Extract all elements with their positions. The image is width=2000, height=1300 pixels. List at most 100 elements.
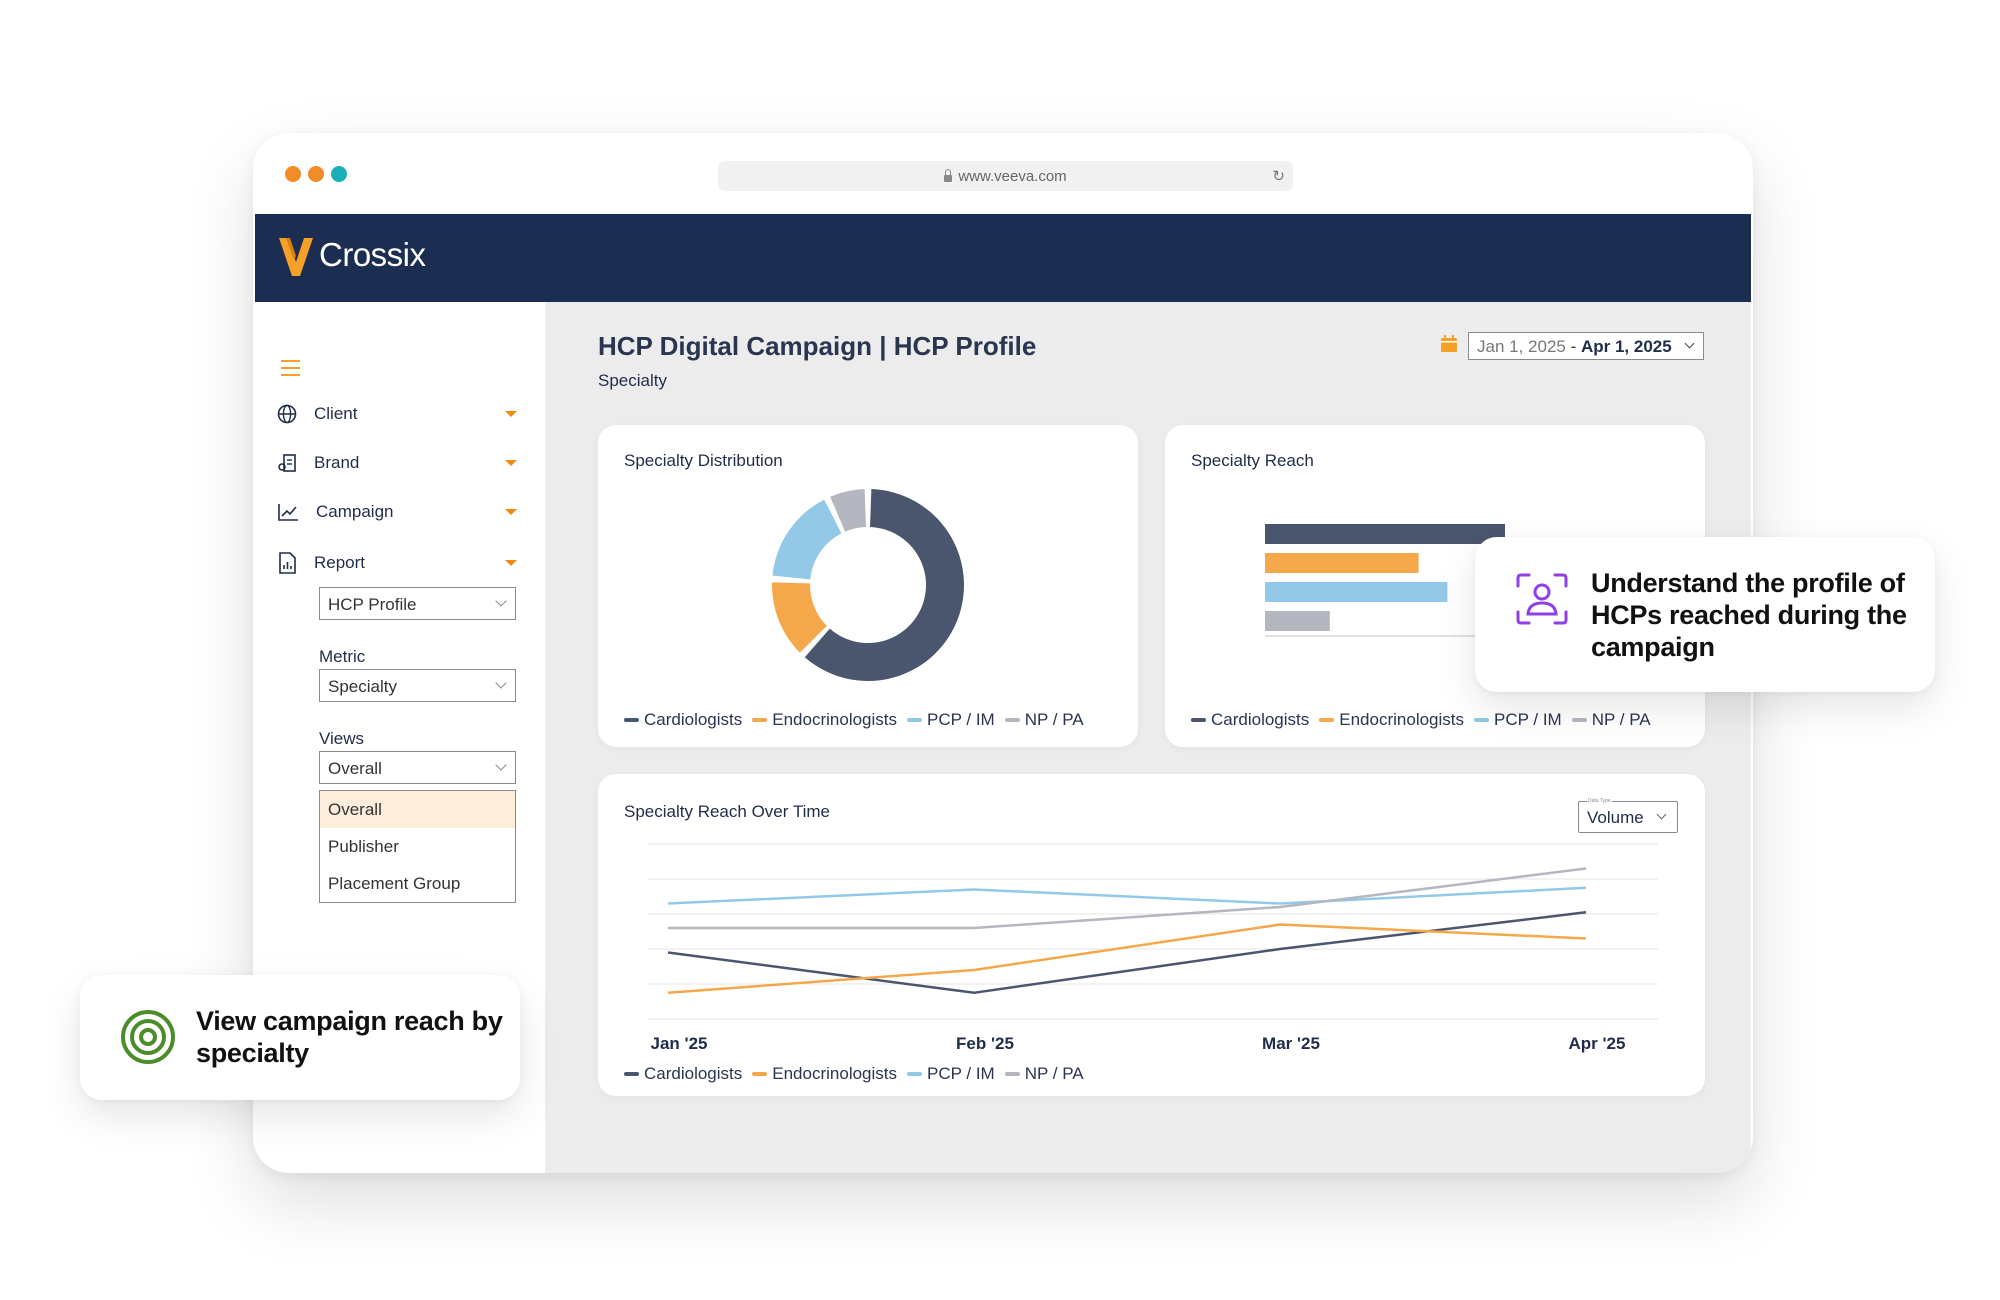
report-select-value: HCP Profile [328,595,417,614]
donut-slice-3[interactable] [830,489,866,532]
specialty-distribution-card: Specialty Distribution Cardiologists End… [598,425,1138,747]
page-title: HCP Digital Campaign | HCP Profile [598,331,1037,361]
user-focus-icon [1516,573,1568,625]
crossix-logo-icon [279,238,313,276]
profile-callout: Understand the profile of HCPs reached d… [1475,537,1935,692]
distribution-legend: Cardiologists Endocrinologists PCP / IM … [624,710,1094,730]
url-text: www.veeva.com [958,167,1067,185]
series-line-2[interactable] [667,886,1587,905]
legend-label: NP / PA [1591,710,1651,729]
legend-item: Cardiologists [624,710,742,730]
chevron-down-icon [495,759,507,771]
brand-name[interactable]: Crossix [319,236,426,273]
reload-icon[interactable]: ↻ [1272,168,1285,185]
chevron-down-icon [495,595,507,607]
metric-select[interactable]: Specialty [319,669,516,702]
series-line-1[interactable] [667,923,1587,995]
legend-item: NP / PA [1004,710,1084,730]
window-dot-close[interactable] [285,166,301,182]
reach-bar-2[interactable] [1265,582,1448,602]
legend-item: Endocrinologists [752,1064,897,1084]
reach-callout-text: View campaign reach by specialty [196,1006,503,1068]
nav-brand[interactable]: Brand [277,451,517,475]
views-select-value: Overall [328,759,382,778]
calendar-icon[interactable] [1440,335,1458,353]
nav-campaign[interactable]: Campaign [277,500,517,524]
series-line-3[interactable] [668,867,1587,930]
donut-slice-2[interactable] [772,499,842,580]
metric-select-value: Specialty [328,677,397,696]
hamburger-menu-icon[interactable] [281,360,300,381]
report-select[interactable]: HCP Profile [319,587,516,620]
legend-item: NP / PA [1571,710,1651,730]
caret-down-icon [505,411,517,417]
nav-client[interactable]: Client [277,402,517,426]
legend-swatch [624,1072,639,1076]
legend-swatch [907,1072,923,1076]
series-line-0[interactable] [667,911,1587,995]
views-option-placement-group[interactable]: Placement Group [328,874,461,893]
overtime-card-title: Specialty Reach Over Time [624,802,830,821]
reach-bar-3[interactable] [1265,611,1330,631]
reach-bar-0[interactable] [1265,524,1505,544]
lock-icon [944,168,953,182]
chart-line-icon [278,504,298,521]
report-icon [279,552,296,574]
browser-window: www.veeva.com ↻ Crossix Client Brand Cam… [253,133,1753,1173]
chevron-down-icon [1684,338,1695,349]
donut-slice-1[interactable] [772,582,827,653]
nav-report[interactable]: Report [277,551,517,575]
date-range-picker[interactable]: Jan 1, 2025 - Apr 1, 2025 [1468,332,1704,360]
views-option-publisher[interactable]: Publisher [328,837,399,856]
date-end: Apr 1, 2025 [1580,337,1672,356]
legend-label: PCP / IM [927,1064,995,1083]
date-start: Jan 1, 2025 [1477,337,1566,356]
legend-label: Cardiologists [644,1064,743,1083]
legend-swatch [752,718,768,722]
data-type-value: Volume [1587,808,1644,827]
x-tick-label: Jan '25 [651,1034,708,1053]
x-tick-label: Mar '25 [1262,1034,1320,1053]
data-type-select[interactable]: Data Type Volume [1578,798,1678,833]
app-header: Crossix [255,214,1751,302]
views-option-overall[interactable]: Overall [320,791,515,828]
donut-chart [772,489,964,681]
legend-item: Endocrinologists [752,710,897,730]
nav-report-label: Report [314,553,366,572]
date-separator: - [1565,337,1581,356]
legend-item: PCP / IM [1474,710,1562,730]
legend-label: Endocrinologists [1339,710,1465,729]
legend-item: Cardiologists [1191,710,1309,730]
address-bar[interactable]: www.veeva.com ↻ [718,161,1293,191]
legend-swatch [1191,718,1206,722]
reach-legend: Cardiologists Endocrinologists PCP / IM … [1191,710,1661,730]
x-tick-label: Apr '25 [1569,1034,1626,1053]
legend-item: Endocrinologists [1319,710,1464,730]
donut-slice-0[interactable] [804,489,964,681]
views-select[interactable]: Overall [319,751,516,784]
nav-client-label: Client [314,404,358,423]
caret-down-icon [505,509,517,515]
globe-icon [277,404,297,424]
metric-label: Metric [319,647,366,666]
reach-bar-1[interactable] [1265,553,1419,573]
legend-swatch [1319,718,1335,722]
legend-swatch [1004,1072,1020,1076]
reach-callout: View campaign reach by specialty [80,975,520,1100]
horizontal-bar-chart [1265,524,1645,637]
reach-over-time-card: Specialty Reach Over Time Data Type Volu… [598,774,1705,1096]
legend-item: PCP / IM [907,710,995,730]
legend-swatch [907,718,923,722]
legend-label: PCP / IM [927,710,995,729]
main-content: HCP Digital Campaign | HCP Profile Speci… [545,302,1751,1173]
window-dot-maximize[interactable] [331,166,347,182]
specialty-reach-card: Specialty Reach Cardiologists Endocrinol… [1165,425,1705,747]
line-chart: Jan '25 Feb '25 Mar '25 Apr '25 [648,843,1658,1053]
legend-label: Cardiologists [1211,710,1310,729]
x-tick-label: Feb '25 [956,1034,1014,1053]
overtime-legend: Cardiologists Endocrinologists PCP / IM … [624,1064,1094,1084]
legend-label: PCP / IM [1494,710,1562,729]
window-dot-minimize[interactable] [308,166,324,182]
data-type-label: Data Type [1587,798,1612,804]
nav-brand-label: Brand [314,453,360,472]
